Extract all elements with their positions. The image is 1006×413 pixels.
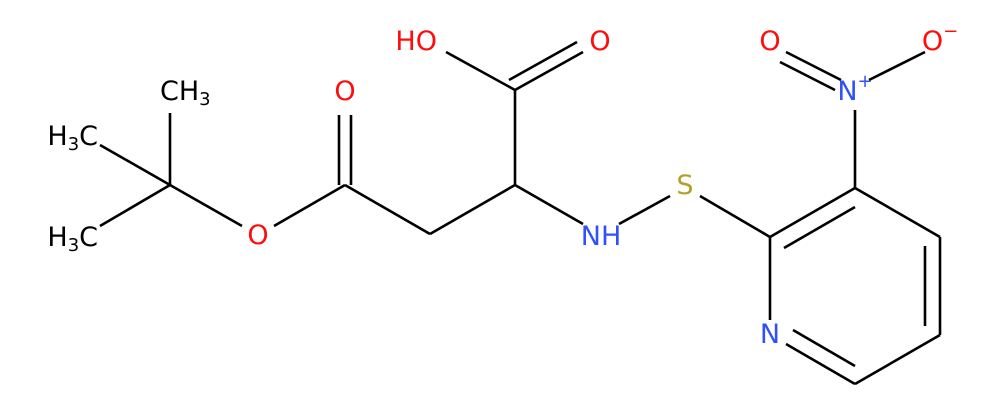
ch3-label: CH3	[160, 76, 211, 111]
nitrogen-label: N	[760, 319, 780, 350]
oxygen-label: O	[247, 220, 268, 251]
nitro-nitrogen-label: N+	[837, 71, 872, 107]
oxygen-label: O	[759, 26, 780, 57]
bonds	[99, 40, 942, 386]
hydroxyl-label: HO	[395, 26, 437, 57]
h3c-label: H3C	[47, 222, 98, 257]
sulfur-label: S	[676, 170, 693, 201]
oxide-label: O−	[922, 21, 958, 57]
amine-label: NH	[581, 221, 622, 252]
oxygen-label: O	[334, 76, 355, 107]
h3c-label: H3C	[47, 121, 98, 156]
oxygen-label: O	[589, 26, 610, 57]
